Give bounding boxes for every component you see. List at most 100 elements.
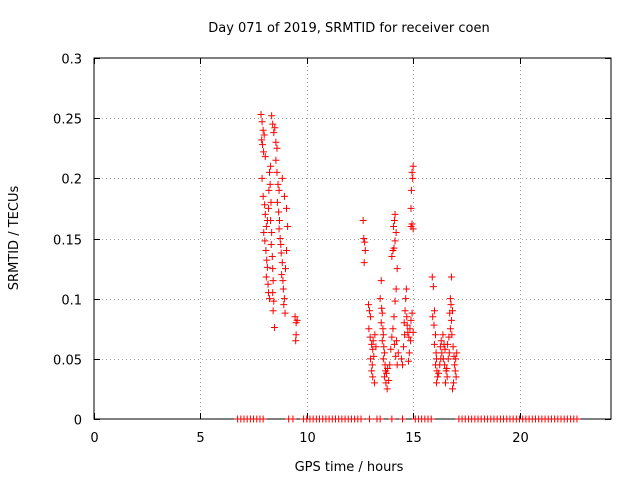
data-point — [266, 295, 274, 303]
data-point — [357, 415, 365, 423]
data-point — [405, 333, 413, 341]
data-point — [260, 131, 268, 139]
data-point — [452, 355, 460, 363]
data-point — [264, 280, 272, 288]
data-point — [429, 313, 437, 321]
data-point — [368, 367, 376, 375]
axis-ticks: 0 0.05 0.1 0.15 0.2 0.25 0.3 0 5 10 15 20 — [53, 53, 611, 446]
data-point — [388, 415, 396, 423]
data-point — [257, 111, 265, 119]
data-point — [280, 295, 288, 303]
data-point — [366, 333, 374, 341]
data-point — [429, 283, 437, 291]
data-point — [281, 309, 289, 317]
data-point — [278, 259, 286, 267]
data-point — [267, 216, 275, 224]
x-tick-label: 20 — [512, 431, 529, 446]
data-point — [403, 321, 411, 329]
data-point — [277, 241, 285, 249]
data-point — [407, 316, 415, 324]
data-point — [405, 349, 413, 357]
data-point — [435, 369, 443, 377]
data-point — [391, 237, 399, 245]
data-point — [573, 415, 581, 423]
data-point — [258, 118, 266, 126]
data-point — [398, 361, 406, 369]
data-point — [390, 313, 398, 321]
y-tick-label: 0.1 — [61, 294, 82, 309]
data-point — [453, 349, 461, 357]
data-point — [273, 198, 281, 206]
chart-title: Day 071 of 2019, SRMTID for receiver coe… — [208, 21, 490, 36]
data-point — [261, 237, 269, 245]
data-point — [445, 349, 453, 357]
data-point — [441, 361, 449, 369]
data-point — [408, 168, 416, 176]
data-point — [359, 216, 367, 224]
data-point — [436, 343, 444, 351]
data-point — [379, 325, 387, 333]
y-tick-label: 0.2 — [61, 173, 82, 188]
data-point — [402, 285, 410, 293]
y-tick-label: 0 — [74, 414, 82, 429]
data-point — [370, 379, 378, 387]
data-point — [390, 340, 398, 348]
data-point — [272, 138, 280, 146]
data-point — [434, 373, 442, 381]
data-point — [365, 325, 373, 333]
data-point — [260, 148, 268, 156]
data-point — [372, 343, 380, 351]
data-point — [391, 210, 399, 218]
data-point — [270, 129, 278, 137]
data-point — [272, 156, 280, 164]
x-axis-label: GPS time / hours — [295, 460, 404, 475]
data-point — [408, 220, 416, 228]
data-point — [274, 180, 282, 188]
data-point — [376, 295, 384, 303]
data-point — [380, 349, 388, 357]
data-point — [360, 259, 368, 267]
data-point — [368, 361, 376, 369]
data-point — [369, 337, 377, 345]
data-point — [269, 120, 277, 128]
data-point — [264, 204, 272, 212]
data-point — [387, 345, 395, 353]
data-point — [380, 343, 388, 351]
data-point — [260, 228, 268, 236]
data-point — [291, 313, 299, 321]
data-point — [409, 328, 417, 336]
data-point — [283, 204, 291, 212]
data-point — [265, 186, 273, 194]
y-tick-label: 0.15 — [53, 234, 82, 249]
data-point — [261, 210, 269, 218]
data-point — [407, 337, 415, 345]
data-point — [392, 352, 400, 360]
data-point — [369, 373, 377, 381]
data-point — [393, 265, 401, 273]
data-point — [289, 415, 297, 423]
data-point — [259, 126, 267, 134]
data-point — [409, 174, 417, 182]
data-point — [430, 307, 438, 315]
data-point — [403, 313, 411, 321]
data-point — [379, 355, 387, 363]
data-point — [276, 235, 284, 242]
x-tick-label: 0 — [90, 431, 98, 446]
data-point — [258, 136, 266, 144]
data-point — [448, 307, 456, 315]
data-point — [366, 415, 374, 423]
data-point — [278, 174, 286, 182]
data-point — [383, 369, 391, 377]
data-point — [448, 331, 456, 339]
data-point — [267, 162, 275, 170]
data-point — [448, 385, 456, 393]
data-point — [269, 277, 277, 285]
data-point — [276, 216, 284, 224]
data-point — [409, 162, 417, 170]
data-point — [449, 343, 457, 351]
data-point — [439, 331, 447, 339]
data-point — [383, 385, 391, 393]
data-point — [262, 247, 270, 255]
data-point — [361, 238, 369, 246]
